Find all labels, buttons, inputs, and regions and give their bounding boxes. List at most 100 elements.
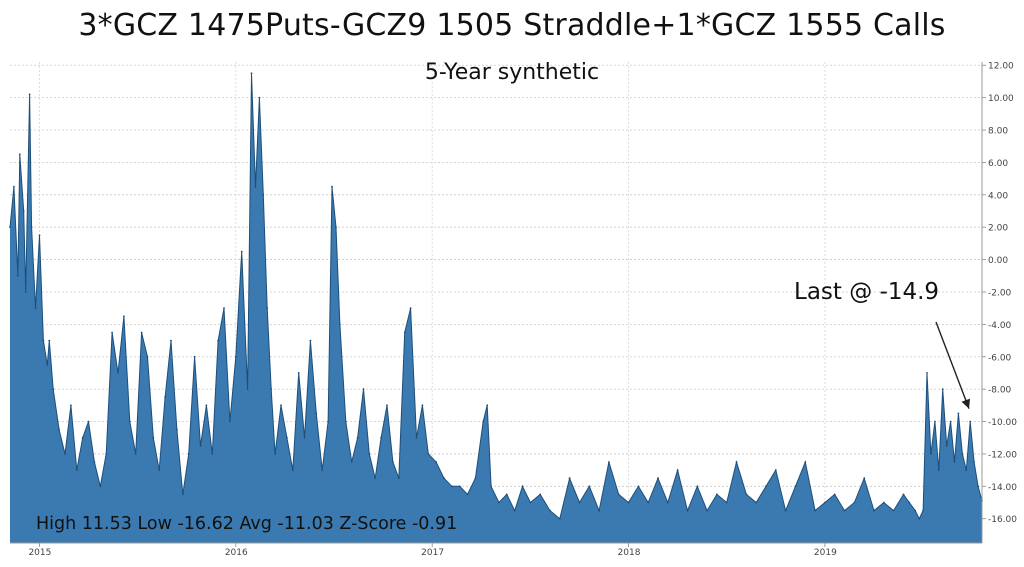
data-point <box>18 153 21 156</box>
data-point <box>38 234 41 237</box>
data-point <box>843 509 846 512</box>
data-point <box>892 509 895 512</box>
data-point <box>93 461 96 463</box>
data-point <box>397 477 400 480</box>
y-tick-label: -12.00 <box>988 450 1017 460</box>
data-point <box>973 461 975 463</box>
data-point <box>450 485 453 488</box>
data-point <box>327 420 329 423</box>
data-point <box>339 323 341 326</box>
x-tick-label: 2017 <box>421 548 444 558</box>
data-point <box>46 364 49 366</box>
x-tick-label: 2015 <box>28 548 51 558</box>
y-tick-label: 6.00 <box>988 159 1008 169</box>
data-point <box>435 461 437 463</box>
data-point <box>706 509 708 512</box>
data-point <box>403 331 406 334</box>
data-point <box>193 355 196 358</box>
series-area-layer <box>9 72 983 544</box>
data-point <box>274 453 276 455</box>
data-point <box>187 453 190 455</box>
data-point <box>344 420 347 423</box>
data-point <box>350 461 353 463</box>
data-point <box>105 453 108 455</box>
series-area <box>10 73 982 544</box>
data-point <box>42 339 45 342</box>
series-line <box>9 73 983 520</box>
data-point <box>421 404 424 407</box>
data-point <box>977 485 979 488</box>
data-point <box>930 453 932 455</box>
y-tick-label: 0.00 <box>988 256 1008 266</box>
data-point <box>969 420 972 423</box>
data-point <box>814 509 816 512</box>
data-point <box>627 501 630 504</box>
data-point <box>774 469 777 471</box>
y-tick-label: -6.00 <box>988 353 1012 363</box>
data-point <box>922 509 924 512</box>
data-point <box>386 404 388 407</box>
data-point <box>949 420 952 423</box>
data-point <box>392 461 394 463</box>
data-point <box>146 355 149 358</box>
x-tick-label: 2016 <box>225 548 248 558</box>
data-point <box>498 501 500 504</box>
y-tick-label: -4.00 <box>988 321 1012 331</box>
data-point <box>833 493 836 496</box>
y-tick-label: -2.00 <box>988 288 1012 298</box>
data-point <box>75 469 78 471</box>
data-point <box>176 428 178 431</box>
data-point <box>588 485 591 488</box>
data-point <box>123 315 125 318</box>
data-point <box>254 185 257 188</box>
data-point <box>266 307 269 310</box>
data-point <box>258 96 261 99</box>
data-point <box>558 517 561 520</box>
data-point <box>28 93 31 96</box>
data-point <box>863 477 866 480</box>
data-point <box>617 493 620 496</box>
data-point <box>794 485 797 488</box>
data-point <box>474 477 477 480</box>
data-point <box>199 444 202 447</box>
data-point <box>240 250 243 253</box>
data-point <box>362 388 365 390</box>
data-point <box>686 509 689 512</box>
data-point <box>755 501 758 504</box>
data-point <box>853 501 856 504</box>
data-point <box>297 372 300 374</box>
data-point <box>58 428 60 431</box>
data-point <box>676 469 679 471</box>
data-point <box>13 185 15 188</box>
y-tick-label: -8.00 <box>988 386 1012 396</box>
data-point <box>128 420 131 423</box>
data-point <box>250 72 253 75</box>
y-tick-label: -10.00 <box>988 418 1017 428</box>
data-point <box>409 307 412 310</box>
data-point <box>539 493 542 496</box>
data-point <box>513 509 516 512</box>
axes: 12.00 10.00 8.00 6.00 4.00 2.00 0.00 -2.00 -4.00… <box>10 62 1017 558</box>
data-point <box>716 493 718 496</box>
data-point <box>765 485 767 488</box>
y-tick-label: 2.00 <box>988 224 1008 234</box>
data-point <box>657 477 659 480</box>
data-point <box>735 461 738 463</box>
data-point <box>368 453 371 455</box>
data-point <box>914 509 917 512</box>
data-point <box>117 372 119 374</box>
data-point <box>229 420 231 423</box>
last-arrow-head <box>961 398 970 409</box>
data-point <box>957 412 960 415</box>
data-point <box>9 226 11 229</box>
data-point <box>608 461 610 463</box>
data-point <box>152 436 155 439</box>
data-point <box>246 388 249 390</box>
data-point <box>666 501 669 504</box>
data-point <box>458 485 461 488</box>
data-point <box>937 469 940 471</box>
data-point <box>568 477 571 480</box>
data-point <box>87 420 90 423</box>
data-point <box>486 404 489 407</box>
